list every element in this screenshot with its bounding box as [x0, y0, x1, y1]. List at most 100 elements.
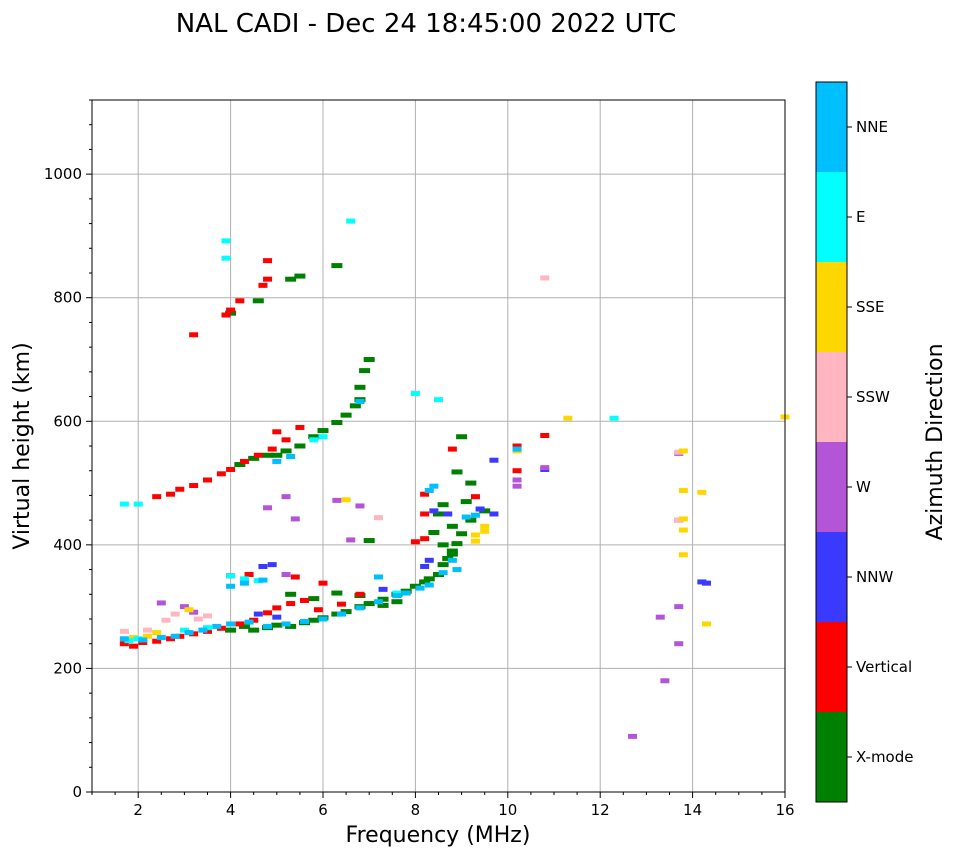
y-tick-label: 600	[53, 412, 82, 430]
echo-point	[226, 573, 236, 579]
echo-point	[355, 591, 365, 597]
echo-point	[226, 307, 236, 313]
echo-point	[373, 599, 383, 605]
echo-point	[443, 511, 453, 517]
x-tick-label: 16	[775, 801, 794, 819]
echo-point	[271, 622, 283, 628]
echo-point	[286, 601, 296, 607]
echo-point	[198, 627, 208, 633]
echo-point	[410, 539, 420, 545]
echo-point	[170, 611, 180, 617]
echo-point	[142, 633, 152, 639]
colorbar-frame	[815, 81, 848, 803]
echo-point	[280, 448, 292, 454]
echo-point	[465, 480, 477, 486]
echo-point	[184, 607, 194, 613]
echo-point	[433, 572, 444, 578]
echo-point	[318, 434, 328, 440]
echo-point	[226, 621, 236, 627]
echo-point	[281, 494, 291, 500]
echo-point	[363, 538, 375, 544]
echo-point	[346, 218, 356, 224]
chart-title: NAL CADI - Dec 24 18:45:00 2022 UTC	[176, 9, 676, 39]
echo-point	[470, 512, 480, 518]
echo-point	[166, 636, 176, 642]
echo-point	[179, 604, 189, 610]
echo-point	[234, 462, 246, 468]
echo-point	[479, 508, 491, 514]
echo-point	[119, 628, 129, 634]
echo-point	[152, 494, 162, 500]
echo-point	[355, 503, 365, 509]
echo-point	[184, 630, 194, 636]
echo-point	[235, 621, 245, 627]
series-vertical	[119, 258, 550, 649]
echo-point	[281, 572, 291, 578]
echo-point	[424, 557, 434, 563]
echo-point	[377, 602, 389, 608]
echo-point	[512, 443, 522, 449]
colorbar-label-entry: E	[856, 208, 865, 226]
echo-point	[221, 312, 231, 318]
echo-point	[460, 499, 472, 505]
echo-point	[446, 551, 458, 557]
echo-point	[239, 580, 249, 586]
echo-point	[203, 613, 212, 619]
y-axis-label: Virtual height (km)	[10, 342, 35, 549]
echo-point	[318, 616, 328, 622]
echo-point	[373, 574, 383, 580]
series-ssw	[119, 275, 684, 634]
echo-point	[446, 523, 458, 529]
echo-point	[119, 501, 129, 507]
colorbar-label-entry: NNE	[856, 118, 888, 136]
echo-point	[331, 263, 343, 269]
echo-point	[226, 583, 236, 589]
echo-point	[461, 514, 471, 520]
echo-point	[267, 562, 277, 568]
echo-point	[451, 541, 463, 547]
echo-point	[290, 574, 300, 580]
echo-point	[419, 579, 431, 585]
echo-point	[420, 491, 430, 497]
echo-point	[470, 538, 480, 544]
echo-point	[359, 368, 371, 374]
echo-point	[437, 562, 449, 568]
echo-point	[355, 605, 365, 611]
echo-point	[263, 258, 273, 264]
echo-point	[678, 448, 688, 454]
echo-point	[300, 618, 310, 624]
x-tick-label: 2	[133, 801, 143, 819]
echo-point	[377, 596, 389, 602]
echo-point	[216, 625, 226, 631]
echo-point	[189, 332, 199, 338]
echo-point	[442, 555, 454, 561]
echo-point	[409, 583, 421, 589]
echo-point	[428, 530, 440, 535]
echo-point	[363, 357, 375, 362]
echo-point	[512, 446, 522, 452]
echo-point	[446, 548, 458, 554]
echo-point	[655, 614, 665, 620]
colorbar-segment	[816, 532, 847, 622]
echo-point	[212, 623, 222, 629]
echo-point	[244, 619, 254, 625]
echo-point	[512, 477, 522, 483]
echo-point	[678, 527, 688, 533]
echo-point	[294, 443, 306, 449]
echo-point	[189, 609, 199, 615]
echo-point	[456, 434, 468, 440]
echo-point	[674, 517, 684, 523]
x-tick-label: 4	[226, 801, 236, 819]
echo-point	[290, 516, 300, 522]
echo-point	[216, 471, 226, 477]
echo-point	[262, 452, 274, 458]
echo-point	[355, 399, 365, 405]
echo-point	[423, 576, 435, 582]
echo-point	[281, 437, 291, 443]
echo-point	[391, 599, 403, 605]
plot-background	[92, 100, 785, 792]
echo-point	[129, 635, 139, 641]
echo-point	[420, 511, 430, 517]
echo-point	[678, 552, 688, 558]
echo-point	[249, 617, 259, 623]
